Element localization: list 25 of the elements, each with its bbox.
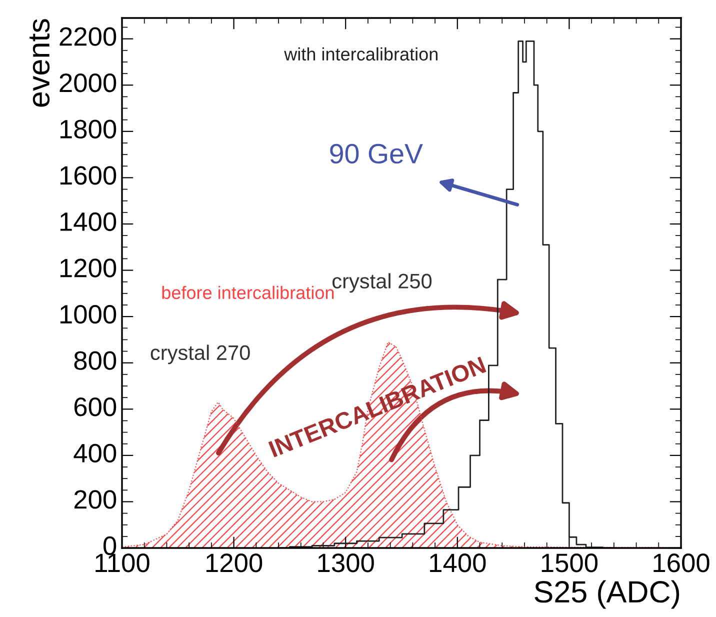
y-tick-label: 2200 <box>60 27 116 46</box>
y-tick-label: 600 <box>74 398 116 416</box>
y-axis-title: events <box>30 19 50 107</box>
y-tick-label: 1800 <box>60 120 116 138</box>
y-tick-label: 1200 <box>60 258 116 278</box>
x-tick-label: 1300 <box>318 554 374 572</box>
text: before intercalibration <box>162 286 334 300</box>
y-tick-label: 1600 <box>60 166 116 185</box>
y-tick-label: 0 <box>103 536 116 556</box>
y-tick-label: 2000 <box>60 74 116 92</box>
text: with intercalibration <box>284 47 438 61</box>
y-tick-label: 400 <box>74 444 116 463</box>
x-tick-label: 1400 <box>430 554 486 572</box>
x-tick-label: 1100 <box>96 554 150 572</box>
x-tick-label: 1200 <box>206 554 262 572</box>
y-tick-label: 200 <box>74 490 116 509</box>
x-tick-label: 1600 <box>654 554 710 572</box>
annotation: 90 GeV <box>330 144 423 164</box>
y-tick-label: 1000 <box>60 304 116 324</box>
y-tick-label: 1400 <box>60 212 116 232</box>
x-tick-label: 1500 <box>542 554 598 572</box>
annotation: crystal 250 <box>332 273 432 293</box>
x-axis-title: S25 (ADC) <box>534 580 680 609</box>
y-tick-label: 800 <box>74 351 116 370</box>
annotation: crystal 270 <box>150 344 250 364</box>
